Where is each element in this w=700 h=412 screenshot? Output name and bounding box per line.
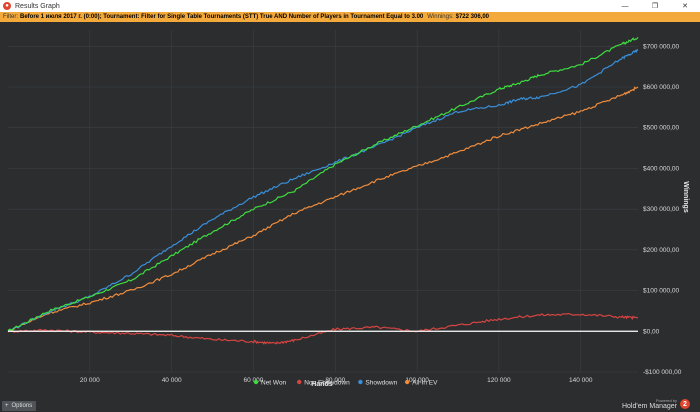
- y-tick-label: $400 000,00: [643, 165, 680, 172]
- x-tick-label: 20 000: [80, 377, 100, 384]
- legend-item-label: Net Won: [261, 379, 287, 386]
- y-tick-label: $300 000,00: [643, 206, 680, 213]
- y-axis-label: Winnings: [682, 181, 689, 213]
- legend-swatch: [405, 379, 410, 385]
- series-line-net-won: [7, 36, 639, 332]
- powered-by-text: Powered by: [655, 398, 677, 403]
- y-tick-label: $100 000,00: [643, 288, 680, 295]
- app-logo-icon: ●: [3, 2, 11, 10]
- y-tick-label: $200 000,00: [643, 247, 680, 254]
- x-tick-label: 100 000: [405, 377, 429, 384]
- winnings-value: $722 306,00: [455, 14, 489, 20]
- winnings-label: Winnings:: [427, 14, 454, 20]
- close-icon[interactable]: ✕: [682, 3, 688, 10]
- footer-bar: + Options Powered by Hold'em Manager 2: [0, 396, 700, 412]
- y-tick-label: $0,00: [643, 328, 660, 335]
- y-tick-label: $500 000,00: [643, 125, 680, 132]
- x-tick-label: 120 000: [487, 377, 511, 384]
- options-label: Options: [11, 403, 33, 409]
- legend-item-label: All-In EV: [412, 379, 438, 386]
- x-axis-ticks: 20 000 40 000 60 000 80 000 100 000 120 000 14…: [80, 377, 593, 384]
- filter-bar[interactable]: Filter: Before 1 июля 2017 г. (0:00); To…: [0, 12, 700, 22]
- brand-name: Hold'em Manager: [621, 403, 677, 410]
- x-tick-label: 60 000: [244, 377, 264, 384]
- legend-item-label: Showdown: [365, 379, 397, 386]
- window-controls: — ❐ ✕: [610, 0, 700, 12]
- options-button[interactable]: + Options: [2, 401, 36, 411]
- legend-swatch: [358, 379, 363, 385]
- legend-item-label: Non Showdown: [304, 379, 350, 386]
- filter-label: Filter:: [3, 14, 18, 20]
- y-tick-label: -$100 000,00: [643, 369, 682, 376]
- expand-icon: +: [5, 403, 9, 409]
- results-graph[interactable]: 20 000 40 000 60 000 80 000 100 000 120 000 14…: [0, 22, 700, 396]
- series-line-non-showdown: [7, 312, 639, 345]
- x-axis-label: Hands: [311, 381, 333, 388]
- series-line-showdown: [7, 48, 639, 333]
- legend: Net Won Non Showdown Showdown All-In EV: [253, 379, 438, 386]
- y-axis-ticks: -$100 000,00 $0,00 $100 000,00 $200 000,00 $…: [643, 43, 682, 376]
- filter-text: Before 1 июля 2017 г. (0:00); Tournament…: [20, 14, 424, 20]
- series-line-all-in-ev: [7, 86, 639, 332]
- x-tick-label: 140 000: [569, 377, 593, 384]
- y-tick-label: $700 000,00: [643, 43, 680, 50]
- restore-icon[interactable]: ❐: [651, 3, 659, 10]
- minimize-icon[interactable]: —: [621, 2, 629, 10]
- x-tick-label: 40 000: [162, 377, 182, 384]
- series-lines: [7, 36, 639, 345]
- chart-svg: 20 000 40 000 60 000 80 000 100 000 120 000 14…: [0, 22, 700, 396]
- hm2-logo-icon: 2: [680, 399, 690, 409]
- y-tick-label: $600 000,00: [643, 84, 680, 91]
- window-title: Results Graph: [15, 2, 60, 10]
- powered-by: Powered by Hold'em Manager 2: [622, 396, 690, 412]
- title-bar: ● Results Graph — ❐ ✕: [0, 0, 700, 12]
- legend-swatch: [297, 379, 302, 385]
- legend-swatch: [253, 379, 259, 385]
- x-tick-label: 80 000: [325, 377, 345, 384]
